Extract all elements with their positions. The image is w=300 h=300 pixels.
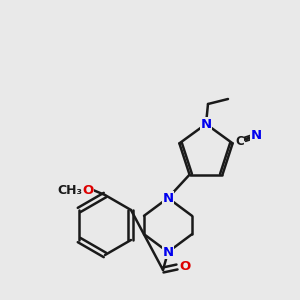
Text: N: N (200, 118, 211, 130)
Text: N: N (251, 129, 262, 142)
Text: O: O (179, 260, 191, 274)
Text: N: N (162, 245, 174, 259)
Text: O: O (82, 184, 94, 196)
Text: N: N (162, 191, 174, 205)
Text: CH₃: CH₃ (58, 184, 82, 196)
Text: C: C (235, 135, 244, 148)
